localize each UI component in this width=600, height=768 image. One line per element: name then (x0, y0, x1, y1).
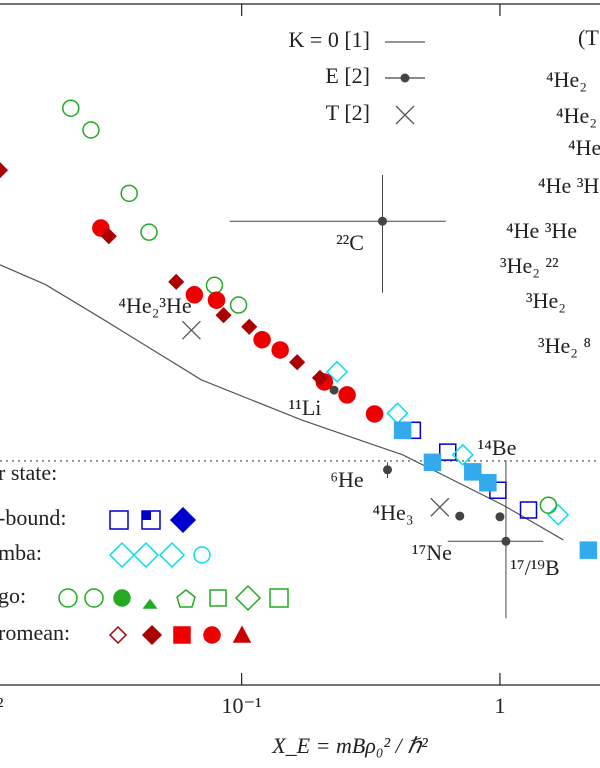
side-label: ⁴He₂ (568, 135, 600, 160)
annotation: ¹⁷/¹⁹B (510, 555, 559, 580)
annotation: ¹⁴Be (478, 435, 517, 460)
legend-symbol (176, 589, 196, 608)
legend-label: K = 0 [1] (289, 27, 370, 52)
legend-symbol (108, 625, 128, 645)
point (271, 341, 289, 359)
point (181, 320, 201, 340)
point (253, 330, 271, 349)
legend-symbol (269, 588, 289, 608)
point (365, 405, 384, 423)
point (495, 512, 505, 522)
point (579, 541, 598, 559)
legend-symbol (158, 541, 186, 569)
legend-symbol (109, 510, 129, 530)
legend-label: E [2] (325, 63, 370, 88)
point (215, 307, 232, 324)
point (0, 162, 9, 179)
point (451, 443, 474, 466)
legend-label: go: (0, 583, 26, 608)
point (100, 228, 117, 245)
legend-symbol (142, 511, 151, 520)
point (386, 402, 409, 425)
side-label: ³He₂ (526, 288, 566, 313)
point (547, 503, 570, 526)
legend-symbol (203, 626, 221, 644)
point (207, 291, 226, 309)
legend-symbol (173, 626, 191, 644)
legend-symbol (209, 589, 227, 607)
point (393, 421, 412, 440)
legend-marker (400, 73, 410, 83)
side-label: ⁴He ³He (506, 218, 577, 243)
legend-symbol (234, 584, 262, 612)
x-tick-label: 1 (494, 693, 505, 718)
side-label: ⁴He₂ (546, 67, 587, 92)
point (140, 223, 158, 241)
point (455, 511, 465, 521)
point (92, 219, 110, 237)
legend-symbol (142, 598, 158, 609)
legend-symbol (169, 506, 197, 534)
point (289, 354, 306, 371)
side-label: ⁴He₂ (556, 103, 597, 128)
x-tick-label: 10⁻² (0, 693, 4, 718)
line (0, 264, 564, 541)
point (205, 276, 224, 295)
legend-label: -bound: (0, 505, 66, 530)
legend-label: romean: (0, 620, 70, 645)
point (430, 497, 450, 517)
annotation: ¹¹Li (289, 395, 322, 420)
legend-symbol (141, 624, 163, 646)
point (185, 286, 204, 304)
legend-title: r state: (0, 460, 57, 485)
point (519, 501, 538, 519)
point (479, 473, 497, 492)
x-axis-label: X_E = mBρ₀² / ℏ² (271, 733, 428, 758)
point (82, 121, 100, 139)
point (241, 318, 258, 335)
legend-symbol (232, 625, 252, 643)
annotation: ¹⁷Ne (412, 540, 452, 565)
side-label: ³He₂ ²² (500, 253, 559, 278)
legend-symbol (58, 588, 78, 608)
point (229, 296, 248, 314)
legend-symbol (113, 589, 131, 607)
point (439, 443, 457, 461)
legend-symbol (84, 588, 104, 608)
annotation: ²²C (336, 230, 364, 255)
point (501, 536, 511, 546)
legend-label: mba: (0, 540, 42, 565)
point (464, 463, 482, 481)
point (539, 496, 558, 514)
point (62, 99, 80, 117)
point (377, 216, 387, 226)
point (382, 465, 392, 475)
annotation: ⁶He (330, 467, 363, 492)
side-label: (T (578, 25, 599, 50)
annotation: ⁴He₃ (373, 500, 414, 525)
legend-symbol (132, 541, 160, 569)
point (423, 453, 442, 472)
legend-symbols (58, 506, 289, 646)
point (338, 386, 356, 404)
point (168, 273, 185, 290)
x-tick-label: 10⁻¹ (222, 693, 262, 718)
side-label: ³He₂ ⁸ (538, 333, 591, 358)
legend-marker (395, 105, 415, 125)
point (329, 385, 339, 395)
point (325, 360, 349, 383)
point (120, 184, 138, 203)
legend-symbol (108, 541, 136, 569)
legend-symbol (193, 546, 211, 564)
side-label: ⁴He ³He (538, 173, 600, 198)
annotation: ⁴He₂³He (118, 293, 191, 318)
legend-label: T [2] (326, 100, 370, 125)
point (311, 369, 329, 386)
